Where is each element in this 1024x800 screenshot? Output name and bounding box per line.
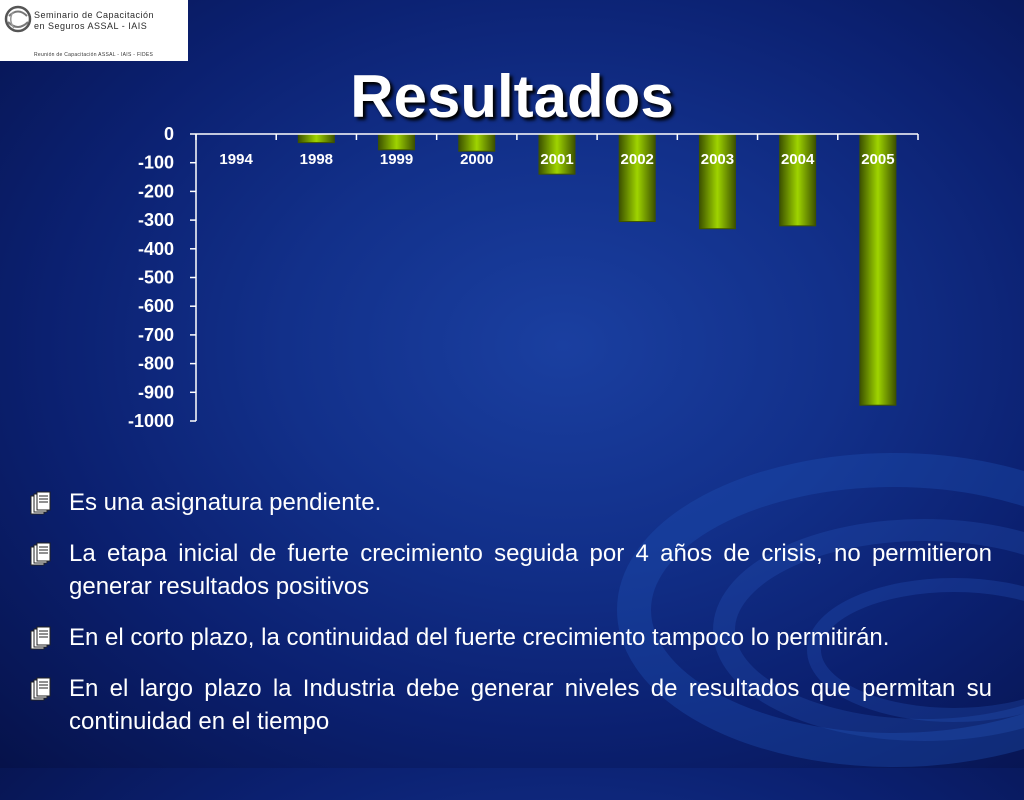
x-tick-label: 1994 <box>219 151 253 168</box>
bar-1999 <box>378 133 416 151</box>
x-tick-label: 2001 <box>540 151 573 168</box>
bullet-text: La etapa inicial de fuerte crecimiento s… <box>69 540 992 600</box>
bullet-item: En el corto plazo, la continuidad del fu… <box>30 621 992 654</box>
bar-1998 <box>297 133 335 144</box>
y-tick-label: -500 <box>138 268 174 288</box>
bar-2004 <box>779 133 817 227</box>
bullet-text: En el corto plazo, la continuidad del fu… <box>69 624 890 651</box>
x-tick-label: 2000 <box>460 151 493 168</box>
logo-line-1: Seminario de Capacitación <box>34 10 155 20</box>
x-tick-label: 1999 <box>380 151 413 168</box>
bullet-item: La etapa inicial de fuerte crecimiento s… <box>30 537 992 603</box>
x-tick-label: 2002 <box>621 151 654 168</box>
bar-2000 <box>458 133 496 152</box>
y-tick-label: -400 <box>138 239 174 259</box>
bullet-text: En el largo plazo la Industria debe gene… <box>69 675 992 735</box>
documents-icon <box>30 677 51 701</box>
bullet-list: Es una asignatura pendiente. La etapa in… <box>30 486 992 756</box>
bullet-text: Es una asignatura pendiente. <box>69 489 382 516</box>
y-tick-label: -200 <box>138 181 174 201</box>
y-tick-label: 0 <box>164 124 174 144</box>
x-tick-label: 2005 <box>861 151 894 168</box>
bar-2002 <box>618 133 656 223</box>
y-tick-label: -100 <box>138 153 174 173</box>
bar-chart: 0 -100 -200 -300 -400 -500 -600 -700 -800 -900 -10… <box>128 124 897 431</box>
bullet-item: En el largo plazo la Industria debe gene… <box>30 672 992 738</box>
x-tick-label: 2004 <box>781 151 815 168</box>
x-tick-label: 2003 <box>701 151 734 168</box>
y-tick-label: -1000 <box>128 411 174 431</box>
logo-line-2: en Seguros ASSAL - IAIS <box>34 21 148 31</box>
bar-2005 <box>859 133 897 406</box>
y-tick-label: -300 <box>138 210 174 230</box>
documents-icon <box>30 542 51 566</box>
bar-2003 <box>698 133 736 230</box>
y-tick-label: -700 <box>138 325 174 345</box>
y-tick-label: -800 <box>138 354 174 374</box>
logo-line-3: Reunión de Capacitación ASSAL - IAIS - F… <box>34 52 154 58</box>
y-tick-label: -900 <box>138 382 174 402</box>
bullet-item: Es una asignatura pendiente. <box>30 486 992 519</box>
globe-logo-icon <box>4 5 32 33</box>
seminar-logo: Seminario de Capacitación en Seguros ASS… <box>0 0 188 61</box>
slide-title: Resultados <box>350 63 674 130</box>
y-tick-label: -600 <box>138 296 174 316</box>
documents-icon <box>30 491 51 515</box>
documents-icon <box>30 626 51 650</box>
x-tick-label: 1998 <box>300 151 333 168</box>
